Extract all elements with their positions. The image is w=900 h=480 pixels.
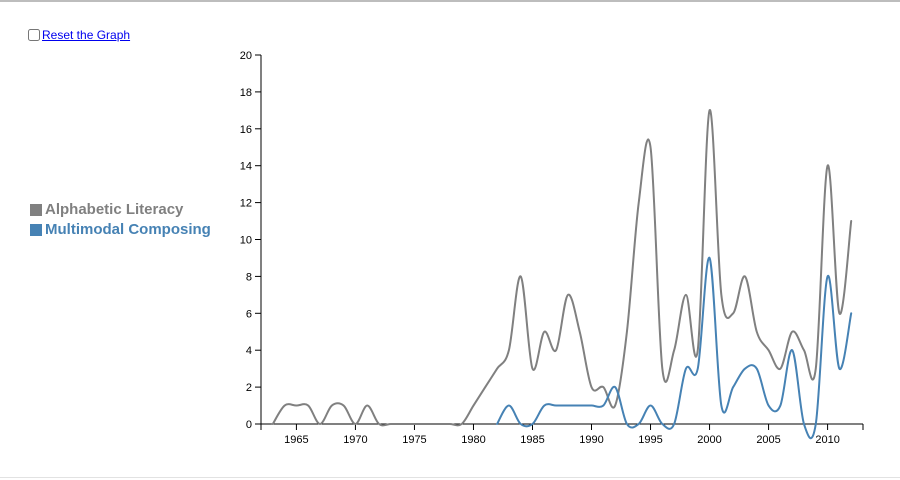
legend-swatch-alphabetic-literacy bbox=[30, 204, 42, 216]
series-line-multimodal-composing bbox=[496, 256, 853, 440]
y-tick-label: 16 bbox=[240, 124, 252, 136]
x-tick-label: 1970 bbox=[343, 434, 367, 446]
y-tick-label: 0 bbox=[246, 419, 252, 431]
y-tick-label: 18 bbox=[240, 87, 252, 99]
reset-graph-link[interactable]: Reset the Graph bbox=[42, 28, 131, 42]
y-tick-label: 12 bbox=[240, 198, 252, 210]
legend-label-multimodal-composing: Multimodal Composing bbox=[45, 221, 211, 238]
legend-swatch-multimodal-composing bbox=[30, 224, 42, 236]
series-line-alphabetic-literacy bbox=[271, 109, 853, 427]
y-axis: 0 2 4 6 8 10 12 14 16 18 20 bbox=[240, 50, 262, 431]
legend-label-alphabetic-literacy: Alphabetic Literacy bbox=[45, 201, 184, 218]
x-tick-label: 2000 bbox=[697, 434, 721, 446]
y-tick-label: 2 bbox=[246, 382, 252, 394]
reset-control[interactable]: Reset the Graph bbox=[28, 28, 130, 42]
legend-item-alphabetic-literacy[interactable]: Alphabetic Literacy bbox=[30, 200, 211, 220]
bottom-divider bbox=[0, 477, 900, 478]
x-tick-label: 2005 bbox=[756, 434, 780, 446]
top-divider bbox=[0, 0, 900, 2]
x-tick-label: 1995 bbox=[638, 434, 662, 446]
y-tick-label: 6 bbox=[246, 308, 252, 320]
y-tick-label: 10 bbox=[240, 235, 252, 247]
x-axis: 1965 1970 1975 1980 1985 1990 1995 2000 2005 2010 bbox=[260, 423, 864, 446]
x-tick-label: 1975 bbox=[402, 434, 426, 446]
y-tick-label: 20 bbox=[240, 50, 252, 62]
legend-item-multimodal-composing[interactable]: Multimodal Composing bbox=[30, 220, 211, 240]
reset-checkbox[interactable] bbox=[28, 29, 40, 41]
x-tick-label: 1990 bbox=[579, 434, 603, 446]
series-layer bbox=[271, 109, 853, 440]
x-tick-label: 1985 bbox=[520, 434, 544, 446]
y-tick-label: 4 bbox=[246, 345, 252, 357]
x-tick-label: 1965 bbox=[284, 434, 308, 446]
x-tick-label: 2010 bbox=[815, 434, 839, 446]
y-tick-label: 8 bbox=[246, 271, 252, 283]
x-tick-label: 1980 bbox=[461, 434, 485, 446]
y-tick-label: 14 bbox=[240, 161, 252, 173]
legend: Alphabetic Literacy Multimodal Composing bbox=[30, 200, 211, 240]
